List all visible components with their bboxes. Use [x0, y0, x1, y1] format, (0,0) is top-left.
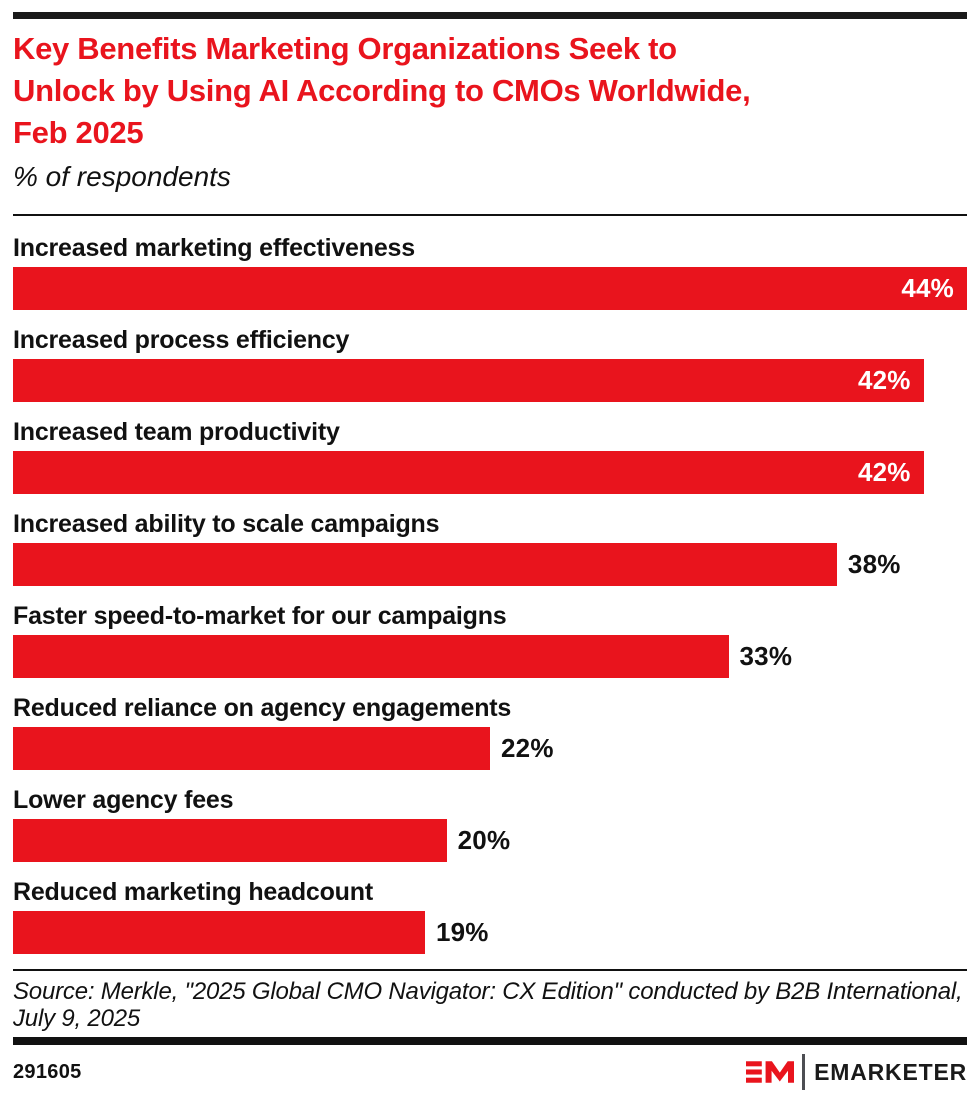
bar-fill [13, 727, 490, 770]
bar-fill: 44% [13, 267, 967, 310]
bar-row: Faster speed-to-market for our campaigns… [13, 601, 967, 678]
bar-fill [13, 543, 837, 586]
bar-category-label: Lower agency fees [13, 786, 234, 814]
page-title: Key Benefits Marketing Organizations See… [13, 28, 967, 154]
logo-divider [802, 1054, 806, 1090]
bar-fill: 42% [13, 451, 924, 494]
bar-track: 19% [13, 911, 967, 954]
footer-bar [13, 1037, 967, 1045]
bar-row: Lower agency fees 20% [13, 785, 967, 862]
bar-row: Increased marketing effectiveness 44% [13, 233, 967, 310]
bar-category-label: Increased team productivity [13, 418, 340, 446]
bar-track: 22% [13, 727, 967, 770]
bar-value-inside: 42% [857, 457, 911, 487]
title-line-3: Feb 2025 [13, 115, 144, 150]
chart-subtitle: % of respondents [13, 161, 231, 192]
brand-wordmark: EMARKETER [814, 1058, 967, 1085]
bar-category-label: Increased process efficiency [13, 326, 350, 354]
bar-track: 38% [13, 543, 967, 586]
em-monogram-icon [746, 1061, 795, 1083]
bar-value-outside: 38% [847, 549, 901, 579]
bar-category-label: Increased marketing effectiveness [13, 234, 415, 262]
bar-fill [13, 911, 425, 954]
title-line-2: Unlock by Using AI According to CMOs Wor… [13, 73, 751, 108]
bar-value-outside: 33% [739, 641, 793, 671]
title-line-1: Key Benefits Marketing Organizations See… [13, 31, 677, 66]
bar-value-outside: 19% [435, 917, 489, 947]
bar-value-inside: 44% [901, 273, 954, 303]
bar-track: 42% [13, 451, 967, 494]
bar-category-label: Increased ability to scale campaigns [13, 510, 440, 538]
bar-row: Increased team productivity 42% [13, 417, 967, 494]
bar-track: 33% [13, 635, 967, 678]
bar-row: Reduced reliance on agency engagements 2… [13, 693, 967, 770]
bar-fill [13, 635, 729, 678]
emarketer-logo: EMARKETER [746, 1054, 967, 1090]
bar-category-label: Reduced reliance on agency engagements [13, 694, 512, 722]
bar-fill [13, 819, 447, 862]
footer: 291605 EMARKETER [13, 1054, 967, 1090]
top-rule [13, 12, 967, 19]
bar-category-label: Reduced marketing headcount [13, 878, 373, 906]
bar-chart: Increased marketing effectiveness 44% In… [13, 233, 967, 954]
bar-value-inside: 42% [857, 365, 911, 395]
bar-track: 44% [13, 267, 967, 310]
bar-fill: 42% [13, 359, 924, 402]
bar-row: Increased process efficiency 42% [13, 325, 967, 402]
chart-id: 291605 [13, 1060, 82, 1083]
header-divider [13, 214, 967, 216]
bar-value-outside: 22% [501, 733, 554, 763]
bar-row: Increased ability to scale campaigns 38% [13, 509, 967, 586]
source-note: Source: Merkle, "2025 Global CMO Navigat… [13, 978, 963, 1032]
bar-track: 42% [13, 359, 967, 402]
bar-row: Reduced marketing headcount 19% [13, 877, 967, 954]
bar-category-label: Faster speed-to-market for our campaigns [13, 602, 507, 630]
bar-track: 20% [13, 819, 967, 862]
bar-value-outside: 20% [457, 825, 511, 855]
source-divider [13, 969, 967, 971]
